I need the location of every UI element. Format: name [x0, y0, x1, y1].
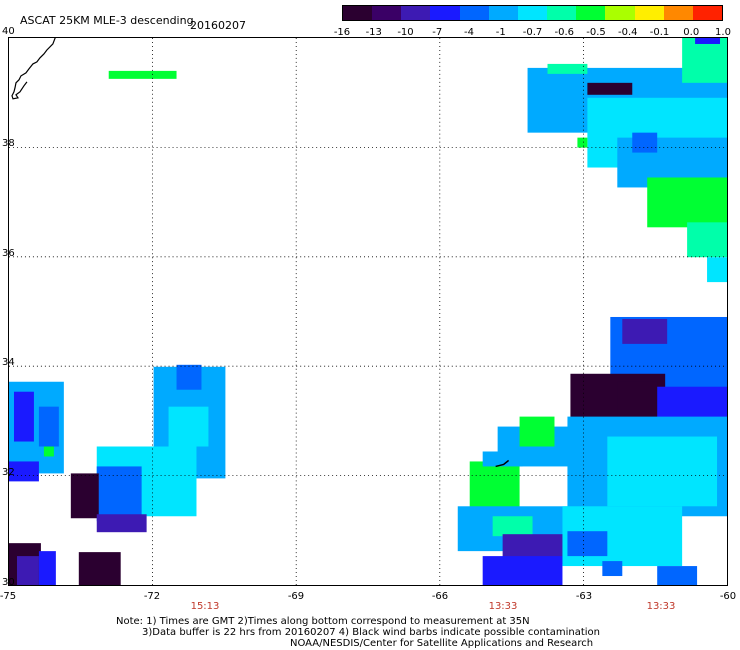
color-scale-label: -1: [495, 27, 506, 38]
wind-cell: [687, 222, 727, 258]
wind-cell: [657, 566, 698, 585]
color-scale-label: -0.6: [554, 27, 575, 38]
color-swatch: [430, 6, 460, 20]
latitude-label: 40: [2, 26, 15, 37]
longitude-label: -60: [719, 591, 737, 602]
color-swatch: [372, 6, 402, 20]
color-scale-label: -0.4: [617, 27, 638, 38]
wind-barb-icon: [495, 459, 510, 468]
note-line-1: Note: 1) Times are GMT 2)Times along bot…: [116, 616, 530, 627]
longitude-label: -63: [575, 591, 593, 602]
color-swatch: [634, 6, 664, 20]
map-date: 20160207: [190, 19, 246, 32]
color-scale-label: -16: [333, 27, 351, 38]
color-scale-label: -0.1: [649, 27, 670, 38]
note-line-2: 3)Data buffer is 22 hrs from 20160207 4)…: [142, 627, 600, 638]
color-swatch: [401, 6, 431, 20]
latitude-label: 32: [2, 467, 15, 479]
coastline-outline: [11, 38, 56, 100]
longitude-label: -66: [431, 591, 449, 602]
wind-cell: [607, 436, 718, 507]
color-scale-bar: [342, 5, 723, 21]
latitude-label: 30: [2, 577, 15, 588]
color-scale-label: -0.7: [522, 27, 543, 38]
map-title: ASCAT 25KM MLE-3 descending: [20, 14, 194, 27]
wind-cell: [78, 552, 121, 585]
pass-time-label: 13:33: [646, 601, 676, 612]
wind-cell: [547, 63, 588, 74]
latitude-label: 38: [2, 137, 15, 149]
color-swatch: [547, 6, 577, 20]
wind-cell: [695, 38, 721, 44]
wind-cell: [682, 38, 727, 83]
note-line-3: NOAA/NESDIS/Center for Satellite Applica…: [290, 638, 594, 649]
color-swatch: [343, 6, 373, 20]
longitude-label: -75: [0, 591, 17, 602]
wind-cell: [9, 461, 39, 482]
wind-cell: [13, 391, 34, 442]
wind-cell: [632, 132, 658, 153]
wind-cell: [622, 318, 668, 344]
wind-cell: [617, 381, 658, 422]
wind-cell: [16, 556, 39, 585]
wind-cell: [647, 177, 727, 228]
longitude-label: -72: [143, 591, 161, 602]
color-swatch: [459, 6, 489, 20]
color-scale-label: -10: [397, 27, 414, 38]
graticule-lines: [9, 38, 727, 585]
wind-cell: [482, 556, 563, 585]
color-scale-label: -4: [464, 27, 474, 38]
longitude-label: -69: [287, 591, 305, 602]
color-swatch: [488, 6, 518, 20]
color-scale-label: 0.0: [683, 27, 700, 38]
wind-cell: [519, 416, 555, 447]
wind-cell: [96, 466, 142, 522]
wind-cell: [176, 364, 202, 390]
wind-cell: [482, 451, 523, 467]
color-swatch: [517, 6, 548, 20]
color-scale-label: -0.5: [586, 27, 606, 38]
wind-cell: [492, 516, 533, 537]
color-scale-label: 1.0: [715, 27, 731, 38]
color-scale-label: -13: [365, 27, 382, 38]
wind-cell: [38, 406, 59, 447]
wind-cell: [602, 561, 623, 577]
color-swatch: [692, 6, 723, 20]
wind-cell: [70, 473, 99, 519]
latitude-label: 34: [2, 357, 15, 369]
wind-cell: [587, 82, 633, 95]
wind-cell: [168, 406, 209, 447]
wind-cell: [577, 137, 588, 148]
wind-cell: [96, 514, 147, 533]
wind-cell: [38, 551, 56, 585]
map-plot-area: [8, 37, 728, 586]
wind-cell: [108, 70, 177, 79]
color-swatch: [663, 6, 693, 20]
wind-swath-cells: [9, 38, 727, 585]
wind-cell: [567, 531, 608, 557]
color-swatch: [576, 6, 606, 20]
pass-time-label: 13:33: [488, 601, 518, 612]
wind-cell: [707, 257, 727, 283]
color-scale-label: -7: [432, 27, 443, 38]
latitude-label: 36: [2, 247, 15, 259]
color-swatch: [605, 6, 635, 20]
pass-time-label: 15:13: [190, 601, 220, 612]
wind-cell: [43, 446, 54, 457]
